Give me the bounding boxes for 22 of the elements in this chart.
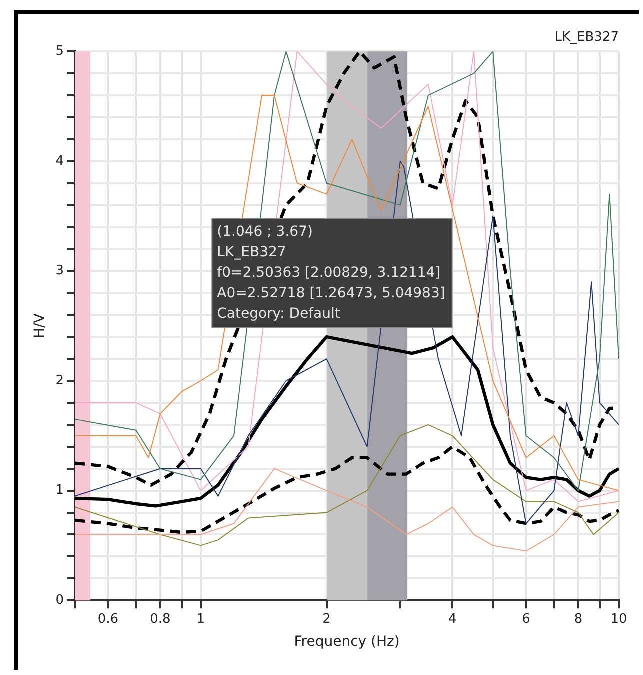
x-tick-label: 1 xyxy=(196,612,206,627)
y-tick-label: 0 xyxy=(56,592,64,608)
y-tick-label: 4 xyxy=(56,154,64,169)
annotation: Category: Default xyxy=(217,306,341,322)
x-tick-label: 10 xyxy=(610,612,628,627)
annotation: LK_EB327 xyxy=(217,244,286,260)
chart-title: LK_EB327 xyxy=(554,30,619,46)
x-tick-label: 6 xyxy=(522,612,530,627)
y-axis-title: H/V xyxy=(32,313,48,339)
y-tick-label: 2 xyxy=(56,373,64,388)
annotation: f0=2.50363 [2.00829, 3.12114] xyxy=(217,264,441,281)
x-tick-label: 0.8 xyxy=(150,612,171,627)
annotation: (1.046 ; 3.67) xyxy=(217,224,313,240)
x-tick-label: 8 xyxy=(574,612,583,627)
x-tick-label: 0.6 xyxy=(98,612,119,627)
x-tick-label: 2 xyxy=(322,612,331,627)
annotation: A0=2.52718 [1.26473, 5.04983] xyxy=(217,285,446,302)
y-tick-label: 5 xyxy=(56,44,64,59)
x-axis-title: Frequency (Hz) xyxy=(294,634,400,650)
x-tick-label: 4 xyxy=(448,612,457,627)
y-tick-label: 1 xyxy=(56,483,64,498)
y-tick-label: 3 xyxy=(56,264,64,279)
